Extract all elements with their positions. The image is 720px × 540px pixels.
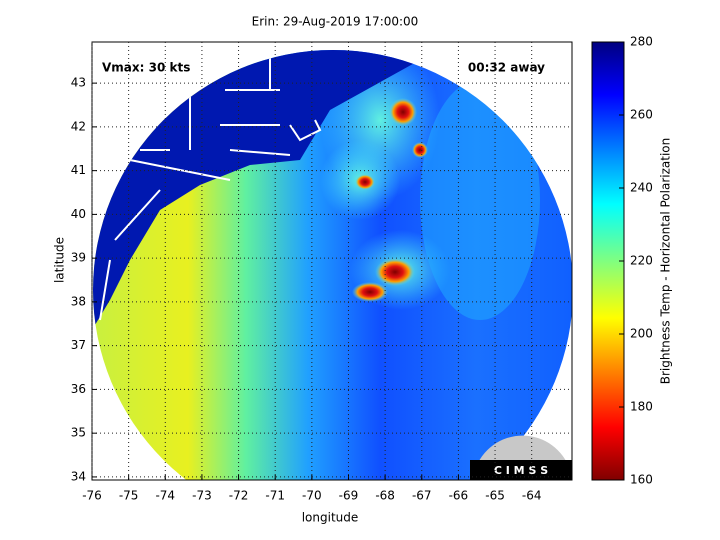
colorbar-tick-label: 200 [630,327,653,341]
x-tick-label: -70 [302,489,322,503]
plot-frame [91,41,573,481]
x-tick-label: -68 [375,489,395,503]
y-tick-label: 41 [71,163,86,177]
y-tick-label: 42 [71,119,86,133]
colorbar-tick-label: 180 [630,400,653,414]
logo-text: C I M S S [494,464,548,477]
y-tick-label: 35 [71,426,86,440]
x-tick-label: -74 [155,489,175,503]
x-tick-label: -71 [265,489,285,503]
logo: C I M S S [470,435,572,480]
annotation: 00:32 away [468,61,545,75]
y-tick-label: 39 [71,251,86,265]
colorbar [591,41,625,481]
x-tick-label: -73 [192,489,212,503]
y-tick-label: 34 [71,469,86,483]
y-axis-label: latitude [53,237,67,283]
x-tick-label: -72 [229,489,249,503]
chart-title: Erin: 29-Aug-2019 17:00:00 [252,15,419,29]
colorbar-label: Brightness Temp - Horizontal Polarizatio… [659,138,673,385]
x-axis-label: longitude [302,511,359,525]
colorbar-tick-label: 160 [630,473,653,487]
x-tick-label: -64 [522,489,542,503]
x-tick-label: -76 [82,489,102,503]
colorbar-tick-label: 280 [630,35,653,49]
y-tick-label: 36 [71,382,86,396]
y-tick-label: 37 [71,338,86,352]
y-tick-label: 40 [71,207,86,221]
y-tick-label: 43 [71,76,86,90]
x-tick-label: -65 [485,489,505,503]
colorbar-tick-label: 260 [630,108,653,122]
annotation: Vmax: 30 kts [102,61,190,75]
x-tick-label: -69 [339,489,359,503]
y-tick-label: 38 [71,294,86,308]
imagery: C I M S S [93,50,572,480]
x-tick-label: -66 [449,489,469,503]
x-tick-label: -75 [119,489,139,503]
colorbar-tick-label: 220 [630,254,653,268]
x-tick-label: -67 [412,489,432,503]
colorbar-tick-label: 240 [630,181,653,195]
